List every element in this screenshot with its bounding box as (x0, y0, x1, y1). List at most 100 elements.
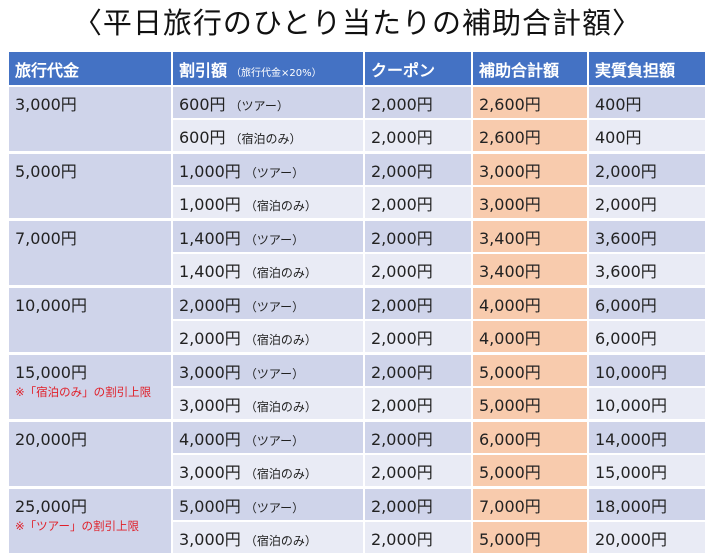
coupon-value: 2,000円 (371, 228, 433, 248)
burden-cell: 3,600円 (589, 254, 707, 288)
total-cell: 2,600円 (473, 120, 589, 154)
burden-cell: 6,000円 (589, 288, 707, 321)
travel-type: （宿泊のみ） (244, 332, 317, 347)
discount-value: 1,000円 (179, 194, 241, 214)
discount-value: 1,400円 (179, 261, 241, 281)
travel-type: （宿泊のみ） (244, 466, 317, 481)
total-value: 5,000円 (479, 529, 541, 549)
discount-value: 600円 (179, 127, 226, 147)
coupon-cell: 2,000円 (365, 455, 473, 489)
travel-type: （ツアー） (244, 232, 305, 247)
total-cell: 7,000円 (473, 489, 589, 522)
total-cell: 3,000円 (473, 187, 589, 221)
total-cell: 5,000円 (473, 522, 589, 556)
table-row: 2,000円 （宿泊のみ） 2,000円 4,000円 6,000円 (9, 321, 707, 355)
coupon-cell: 2,000円 (365, 522, 473, 556)
burden-cell: 10,000円 (589, 355, 707, 388)
discount-cell: 2,000円 （ツアー） (173, 288, 365, 321)
total-cell: 6,000円 (473, 422, 589, 455)
burden-cell: 3,600円 (589, 221, 707, 254)
total-value: 6,000円 (479, 429, 541, 449)
price-cell: 5,000円 (9, 154, 173, 221)
burden-value: 2,000円 (595, 161, 657, 181)
burden-value: 14,000円 (595, 429, 667, 449)
page-title: 〈平日旅行のひとり当たりの補助合計額〉 (72, 6, 643, 40)
table-row: 1,400円 （宿泊のみ） 2,000円 3,400円 3,600円 (9, 254, 707, 288)
coupon-value: 2,000円 (371, 529, 433, 549)
total-value: 5,000円 (479, 462, 541, 482)
discount-cell: 600円 （ツアー） (173, 87, 365, 120)
coupon-cell: 2,000円 (365, 154, 473, 187)
coupon-value: 2,000円 (371, 395, 433, 415)
discount-cell: 600円 （宿泊のみ） (173, 120, 365, 154)
total-value: 4,000円 (479, 328, 541, 348)
travel-type: （ツアー） (229, 98, 289, 113)
table-row: 5,000円 1,000円 （ツアー） 2,000円 3,000円 2,000円 (9, 154, 707, 221)
header-burden: 実質負担額 (589, 52, 707, 87)
discount-cell: 3,000円 （宿泊のみ） (173, 455, 365, 489)
travel-type: （宿泊のみ） (229, 131, 302, 146)
header-discount: 割引額 （旅行代金×20%） (173, 52, 365, 87)
total-value: 5,000円 (479, 362, 541, 382)
header-price: 旅行代金 (9, 52, 173, 87)
total-value: 3,400円 (479, 228, 541, 248)
coupon-value: 2,000円 (371, 362, 433, 382)
total-value: 2,600円 (479, 94, 541, 114)
travel-type: （宿泊のみ） (244, 265, 317, 280)
total-value: 5,000円 (479, 395, 541, 415)
coupon-value: 2,000円 (371, 496, 433, 516)
travel-type: （ツアー） (244, 433, 305, 448)
price-value: 20,000円 (15, 430, 87, 449)
discount-value: 600円 (179, 94, 226, 114)
coupon-cell: 2,000円 (365, 221, 473, 254)
discount-value: 1,400円 (179, 228, 241, 248)
discount-cap-note: ※「宿泊のみ」の割引上限 (15, 385, 152, 399)
total-cell: 5,000円 (473, 355, 589, 388)
total-cell: 4,000円 (473, 321, 589, 355)
discount-value: 2,000円 (179, 295, 241, 315)
travel-type: （宿泊のみ） (244, 399, 317, 414)
total-cell: 3,400円 (473, 221, 589, 254)
discount-value: 3,000円 (179, 395, 241, 415)
burden-cell: 14,000円 (589, 422, 707, 455)
coupon-cell: 2,000円 (365, 288, 473, 321)
burden-cell: 400円 (589, 87, 707, 120)
table-row: 10,000円 2,000円 （ツアー） 2,000円 4,000円 6,000円 (9, 288, 707, 355)
discount-cell: 4,000円 （ツアー） (173, 422, 365, 455)
discount-cell: 3,000円 （ツアー） (173, 355, 365, 388)
discount-value: 1,000円 (179, 161, 241, 181)
coupon-cell: 2,000円 (365, 489, 473, 522)
burden-value: 6,000円 (595, 328, 657, 348)
price-cell: 10,000円 (9, 288, 173, 355)
coupon-cell: 2,000円 (365, 87, 473, 120)
burden-cell: 2,000円 (589, 154, 707, 187)
price-cell: 3,000円 (9, 87, 173, 154)
burden-value: 18,000円 (595, 496, 667, 516)
discount-cell: 1,400円 （ツアー） (173, 221, 365, 254)
discount-value: 3,000円 (179, 529, 241, 549)
total-value: 3,000円 (479, 161, 541, 181)
coupon-value: 2,000円 (371, 261, 433, 281)
table-row: 25,000円 ※「ツアー」の割引上限 5,000円 （ツアー） 2,000円 7,000… (9, 489, 707, 556)
coupon-cell: 2,000円 (365, 321, 473, 355)
discount-cell: 1,000円 （宿泊のみ） (173, 187, 365, 221)
header-total: 補助合計額 (473, 52, 589, 87)
table-row: 600円 （宿泊のみ） 2,000円 2,600円 400円 (9, 120, 707, 154)
coupon-value: 2,000円 (371, 328, 433, 348)
burden-cell: 6,000円 (589, 321, 707, 355)
burden-value: 20,000円 (595, 529, 667, 549)
price-value: 25,000円 (15, 497, 87, 516)
subsidy-table: 旅行代金 割引額 （旅行代金×20%） クーポン 補助合計額 実質負担額 3,00… (9, 52, 707, 556)
discount-cell: 1,400円 （宿泊のみ） (173, 254, 365, 288)
burden-cell: 400円 (589, 120, 707, 154)
coupon-value: 2,000円 (371, 94, 433, 114)
travel-type: （宿泊のみ） (244, 533, 317, 548)
burden-value: 10,000円 (595, 362, 667, 382)
price-value: 15,000円 (15, 363, 87, 382)
table-row: 3,000円 （宿泊のみ） 2,000円 5,000円 10,000円 (9, 388, 707, 422)
table-row: 20,000円 4,000円 （ツアー） 2,000円 6,000円 14,000円 (9, 422, 707, 489)
discount-cap-note: ※「ツアー」の割引上限 (15, 519, 139, 533)
burden-cell: 18,000円 (589, 489, 707, 522)
burden-value: 10,000円 (595, 395, 667, 415)
coupon-cell: 2,000円 (365, 120, 473, 154)
